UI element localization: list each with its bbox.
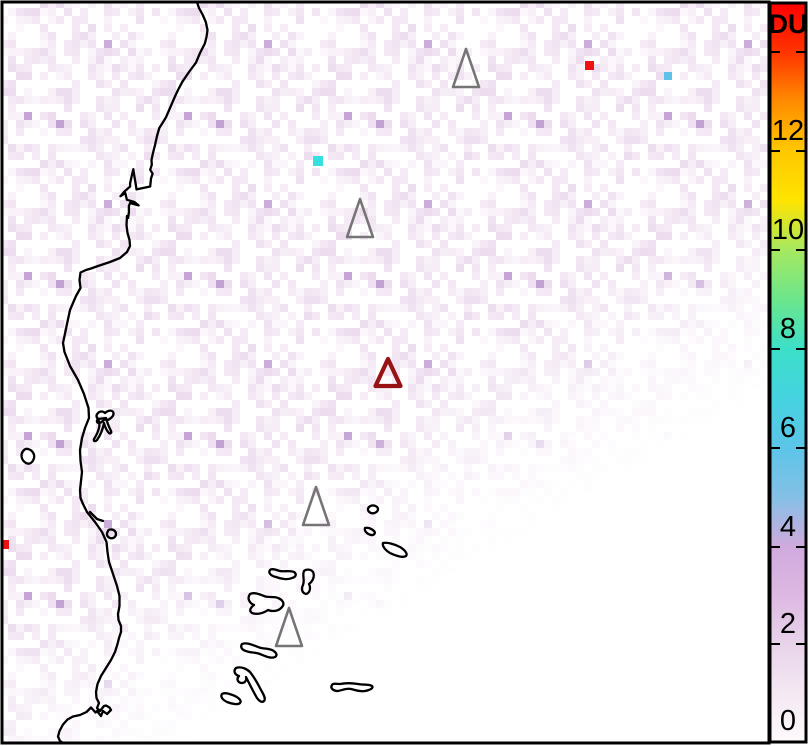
svg-text:8: 8 <box>780 313 796 345</box>
svg-text:6: 6 <box>780 412 796 444</box>
svg-text:4: 4 <box>780 511 796 543</box>
svg-text:12: 12 <box>772 115 804 147</box>
svg-text:2: 2 <box>780 608 796 640</box>
svg-text:0: 0 <box>780 705 796 737</box>
svg-text:10: 10 <box>772 214 804 246</box>
svg-text:DU: DU <box>769 9 808 39</box>
